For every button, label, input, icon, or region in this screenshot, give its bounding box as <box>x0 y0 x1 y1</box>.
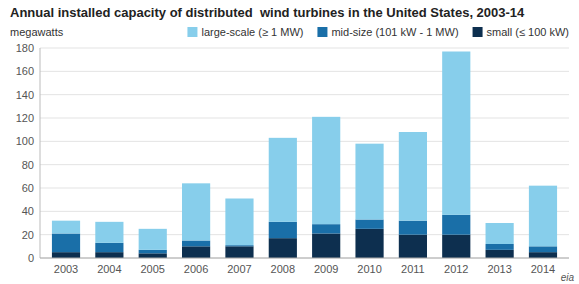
bar <box>529 252 557 258</box>
grid-line <box>40 188 569 189</box>
y-axis: 0 20 40 60 80 100 120 140 160 180 <box>16 42 40 264</box>
x-tick-label: 2004 <box>97 263 121 275</box>
y-tick-label: 160 <box>16 65 34 77</box>
x-axis-line <box>40 258 569 259</box>
bar <box>312 234 340 259</box>
bar <box>355 229 383 258</box>
legend-label: mid-size (101 kW - 1 MW) <box>331 26 458 38</box>
bar <box>486 250 514 258</box>
legend-swatch <box>187 27 197 37</box>
bar <box>269 238 297 258</box>
annotation: eia <box>561 272 575 283</box>
legend-label: large-scale (≥ 1 MW) <box>201 26 303 38</box>
x-tick-label: 2010 <box>357 263 381 275</box>
legend-swatch <box>317 27 327 37</box>
bar <box>269 138 297 222</box>
bar <box>139 250 167 254</box>
bar <box>225 245 253 246</box>
x-axis: 2003 2004 2005 2006 2007 2008 2009 2010 2011 2012… <box>40 258 569 275</box>
x-tick-label: 2006 <box>184 263 208 275</box>
x-tick-label: 2005 <box>140 263 164 275</box>
bar <box>486 223 514 244</box>
y-tick-label: 140 <box>16 89 34 101</box>
y-tick-label: 100 <box>16 135 34 147</box>
series <box>52 215 557 254</box>
y-axis-line <box>40 48 41 258</box>
x-tick-label: 2011 <box>401 263 425 275</box>
bar <box>312 224 340 233</box>
legend-label: small (≤ 100 kW) <box>487 26 569 38</box>
grid-line <box>40 94 569 95</box>
grid-line <box>40 141 569 142</box>
legend: large-scale (≥ 1 MW) mid-size (101 kW - 1… <box>187 26 569 38</box>
bar <box>399 221 427 235</box>
y-tick-label: 60 <box>22 182 34 194</box>
title: Annual installed capacity of distributed… <box>10 5 525 20</box>
bar <box>486 244 514 250</box>
y-tick-label: 80 <box>22 159 34 171</box>
series <box>52 52 557 250</box>
bar <box>225 199 253 246</box>
bar <box>399 235 427 258</box>
x-tick-label: 2009 <box>314 263 338 275</box>
grid-line <box>40 118 569 119</box>
y-tick-label: 180 <box>16 42 34 54</box>
bar <box>95 243 123 252</box>
bar <box>139 253 167 258</box>
bar <box>529 246 557 252</box>
x-tick-label: 2008 <box>271 263 295 275</box>
x-tick-label: 2012 <box>444 263 468 275</box>
bar <box>182 246 210 258</box>
bar <box>52 234 80 253</box>
bars <box>52 52 557 259</box>
bar <box>529 186 557 247</box>
x-tick-label: 2003 <box>54 263 78 275</box>
grid <box>40 48 569 258</box>
bar <box>442 215 470 235</box>
x-tick-label: 2007 <box>227 263 251 275</box>
chart: Annual installed capacity of distributed… <box>0 0 579 284</box>
grid-line <box>40 48 569 49</box>
bar <box>139 229 167 250</box>
bar <box>182 241 210 247</box>
bar <box>225 246 253 258</box>
bar <box>442 52 470 215</box>
y-tick-label: 20 <box>22 229 34 241</box>
bar <box>355 144 383 220</box>
series <box>52 229 557 258</box>
bar <box>355 220 383 229</box>
grid-line <box>40 71 569 72</box>
y-axis-label: megawatts <box>10 26 64 38</box>
bar <box>95 252 123 258</box>
legend-swatch <box>473 27 483 37</box>
bar <box>442 235 470 258</box>
x-tick-label: 2014 <box>531 263 555 275</box>
grid-line <box>40 211 569 212</box>
bar <box>312 117 340 224</box>
bar <box>95 222 123 243</box>
bar <box>52 221 80 234</box>
x-tick-label: 2013 <box>487 263 511 275</box>
grid-line <box>40 258 569 259</box>
bar <box>269 222 297 238</box>
grid-line <box>40 164 569 165</box>
bar <box>52 252 80 258</box>
y-tick-label: 40 <box>22 205 34 217</box>
bar <box>182 183 210 240</box>
y-tick-label: 120 <box>16 112 34 124</box>
y-tick-label: 0 <box>28 252 34 264</box>
bar <box>399 132 427 221</box>
